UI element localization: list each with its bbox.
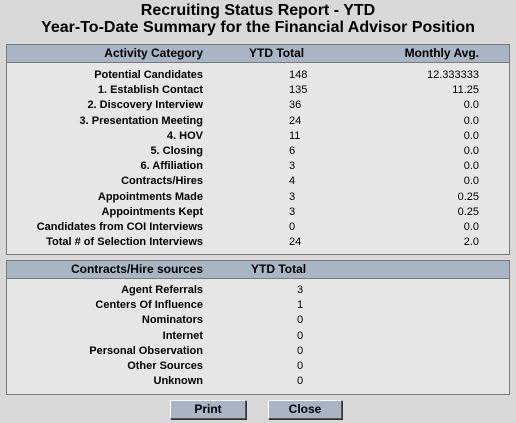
source-row: Agent Referrals 3 — [7, 283, 509, 298]
source-label: Centers Of Influence — [95, 299, 203, 312]
source-label: Agent Referrals — [121, 284, 203, 296]
source-ytd-value: 0 — [297, 329, 304, 342]
source-label: Internet — [162, 329, 203, 342]
activity-row: Total # of Selection Interviews 24 2.0 — [7, 235, 509, 250]
sources-panel: Contracts/Hire sources YTD Total Agent R… — [6, 260, 510, 395]
activity-ytd-value: 6 — [289, 145, 296, 157]
activity-ytd-value: 0 — [289, 221, 296, 233]
activity-panel: Activity Category YTD Total Monthly Avg.… — [6, 44, 510, 255]
source-label: Unknown — [153, 375, 204, 388]
activity-header: Activity Category YTD Total Monthly Avg. — [7, 45, 509, 63]
activity-label: 1. Establish Contact — [97, 84, 203, 97]
activity-label: Appointments Made — [97, 190, 203, 203]
activity-label: 3. Presentation Meeting — [79, 114, 203, 127]
report-subtitle: Year-To-Date Summary for the Financial A… — [41, 19, 475, 36]
close-button[interactable]: Close — [268, 400, 342, 419]
activity-ytd-value: 3 — [289, 205, 296, 218]
col-monthly-avg: Monthly Avg. — [404, 46, 479, 60]
activity-monthly-value: 0.0 — [463, 160, 479, 173]
activity-label: 6. Affiliation — [140, 160, 203, 173]
report-title: Recruiting Status Report - YTD — [140, 2, 376, 19]
activity-row: Contracts/Hires 4 0.0 — [7, 174, 509, 189]
activity-ytd-value: 3 — [289, 160, 296, 173]
activity-monthly-value: 0.25 — [457, 190, 479, 203]
source-row: Unknown 0 — [7, 374, 509, 389]
activity-row: Appointments Kept 3 0.25 — [7, 205, 509, 220]
source-row: Other Sources 0 — [7, 359, 509, 374]
col-sources-ytd-total: YTD Total — [251, 262, 307, 276]
source-ytd-value: 1 — [297, 299, 304, 312]
source-row: Internet 0 — [7, 329, 509, 344]
activity-label: Total # of Selection Interviews — [46, 236, 203, 249]
activity-ytd-value: 11 — [289, 129, 301, 142]
col-activity-category: Activity Category — [104, 46, 203, 60]
activity-row: 1. Establish Contact 135 11.25 — [7, 83, 509, 98]
activity-label: Contracts/Hires — [121, 175, 203, 188]
source-row: Personal Observation 0 — [7, 344, 509, 359]
activity-row: Potential Candidates 148 12.333333 — [7, 68, 509, 83]
activity-monthly-value: 0.0 — [463, 99, 479, 112]
source-ytd-value: 0 — [297, 344, 304, 357]
activity-label: 2. Discovery Interview — [87, 99, 203, 112]
activity-row: Appointments Made 3 0.25 — [7, 190, 509, 205]
activity-monthly-value: 0.25 — [457, 205, 479, 218]
source-label: Personal Observation — [89, 344, 203, 357]
activity-label: 5. Closing — [150, 145, 203, 157]
activity-ytd-value: 135 — [289, 84, 308, 97]
activity-ytd-value: 36 — [289, 99, 302, 112]
activity-row: 2. Discovery Interview 36 0.0 — [7, 98, 509, 113]
activity-monthly-value: 0.0 — [463, 145, 479, 157]
source-ytd-value: 0 — [297, 360, 304, 372]
activity-label: Candidates from COI Interviews — [36, 221, 203, 233]
activity-row: 6. Affiliation 3 0.0 — [7, 159, 509, 174]
activity-monthly-value: 0.0 — [463, 114, 479, 127]
source-label: Other Sources — [127, 360, 203, 372]
activity-monthly-value: 0.0 — [463, 175, 479, 188]
activity-label: 4. HOV — [166, 129, 203, 142]
activity-row: 5. Closing 6 0.0 — [7, 144, 509, 159]
source-row: Centers Of Influence 1 — [7, 298, 509, 313]
activity-ytd-value: 148 — [289, 69, 308, 81]
activity-ytd-value: 24 — [289, 114, 302, 127]
activity-ytd-value: 3 — [289, 190, 296, 203]
activity-monthly-value: 2.0 — [463, 236, 479, 249]
sources-header: Contracts/Hire sources YTD Total — [7, 261, 509, 279]
activity-monthly-value: 12.333333 — [427, 69, 479, 81]
activity-row: Candidates from COI Interviews 0 0.0 — [7, 220, 509, 235]
activity-monthly-value: 11.25 — [452, 84, 479, 97]
activity-monthly-value: 0.0 — [463, 129, 479, 142]
col-hire-sources: Contracts/Hire sources — [70, 262, 203, 276]
print-button[interactable]: Print — [170, 400, 246, 419]
activity-row: 3. Presentation Meeting 24 0.0 — [7, 114, 509, 129]
activity-ytd-value: 24 — [289, 236, 302, 249]
source-ytd-value: 0 — [297, 375, 304, 388]
activity-row: 4. HOV 11 0.0 — [7, 129, 509, 144]
source-label: Nominators — [141, 314, 203, 327]
activity-monthly-value: 0.0 — [463, 221, 479, 233]
source-row: Nominators 0 — [7, 313, 509, 328]
col-ytd-total: YTD Total — [249, 46, 305, 60]
source-ytd-value: 3 — [297, 284, 304, 296]
activity-ytd-value: 4 — [289, 175, 296, 188]
activity-label: Potential Candidates — [94, 69, 203, 81]
activity-label: Appointments Kept — [101, 205, 203, 218]
source-ytd-value: 0 — [297, 314, 304, 327]
